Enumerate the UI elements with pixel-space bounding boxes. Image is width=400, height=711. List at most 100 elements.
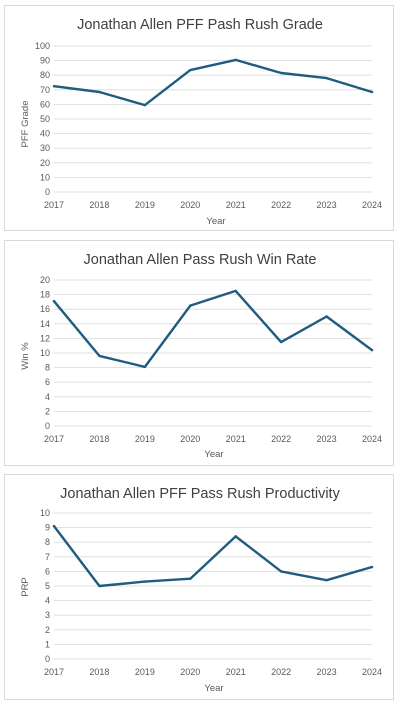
x-tick-label: 2023 bbox=[317, 200, 337, 210]
y-tick-label: 6 bbox=[45, 566, 50, 576]
y-tick-label: 5 bbox=[45, 581, 50, 591]
y-tick-label: 0 bbox=[45, 654, 50, 664]
y-tick-label: 12 bbox=[40, 333, 50, 343]
y-tick-label: 100 bbox=[35, 41, 50, 51]
y-tick-label: 20 bbox=[40, 158, 50, 168]
y-tick-label: 20 bbox=[40, 275, 50, 285]
y-tick-label: 30 bbox=[40, 143, 50, 153]
x-tick-label: 2020 bbox=[180, 667, 200, 677]
series-polyline bbox=[52, 289, 374, 369]
y-tick-label: 3 bbox=[45, 610, 50, 620]
y-tick-label: 0 bbox=[45, 187, 50, 197]
x-tick-label: 2020 bbox=[180, 434, 200, 444]
data-point bbox=[370, 348, 374, 352]
x-tick-label: 2018 bbox=[89, 200, 109, 210]
x-tick-label: 2024 bbox=[362, 200, 382, 210]
x-tick-labels: 2017 2018 2019 2020 2021 2022 2023 2024 bbox=[44, 667, 382, 677]
gridlines bbox=[54, 279, 372, 427]
x-tick-label: 2020 bbox=[180, 200, 200, 210]
y-tick-label: 60 bbox=[40, 99, 50, 109]
gridlines bbox=[54, 45, 372, 193]
y-tick-label: 0 bbox=[45, 421, 50, 431]
chart-panel-productivity: Jonathan Allen PFF Pass Rush Productivit… bbox=[4, 474, 394, 700]
y-tick-label: 80 bbox=[40, 70, 50, 80]
data-point bbox=[98, 354, 101, 358]
series-line bbox=[52, 58, 374, 107]
chart-title: Jonathan Allen PFF Pass Rush Productivit… bbox=[60, 486, 340, 502]
x-tick-label: 2019 bbox=[135, 200, 155, 210]
x-axis-title: Year bbox=[204, 683, 223, 694]
x-tick-label: 2019 bbox=[135, 667, 155, 677]
data-point bbox=[234, 289, 237, 293]
data-point bbox=[325, 315, 328, 318]
x-tick-label: 2023 bbox=[317, 667, 337, 677]
x-tick-label: 2017 bbox=[44, 200, 64, 210]
y-tick-label: 4 bbox=[45, 392, 50, 402]
x-tick-label: 2023 bbox=[317, 434, 337, 444]
y-tick-label: 6 bbox=[45, 377, 50, 387]
data-point bbox=[279, 71, 283, 75]
y-tick-label: 10 bbox=[40, 172, 50, 182]
chart-svg-win-rate: Jonathan Allen Pass Rush Win Rate 0 2 4 6 8 1… bbox=[20, 252, 382, 460]
data-point bbox=[52, 524, 56, 528]
x-tick-label: 2018 bbox=[89, 667, 109, 677]
data-point bbox=[98, 584, 101, 588]
chart-panel-win-rate: Jonathan Allen Pass Rush Win Rate 0 2 4 6 8 1… bbox=[4, 240, 394, 466]
data-point bbox=[52, 84, 56, 88]
y-axis-title: PRP bbox=[20, 577, 31, 597]
y-tick-label: 70 bbox=[40, 85, 50, 95]
y-tick-labels: 0 10 20 30 40 50 60 70 80 90 100 bbox=[35, 41, 50, 197]
y-tick-label: 2 bbox=[45, 406, 50, 416]
x-axis-title: Year bbox=[206, 216, 225, 227]
data-point bbox=[234, 58, 237, 62]
y-tick-label: 7 bbox=[45, 552, 50, 562]
series-line bbox=[52, 289, 374, 369]
y-tick-label: 2 bbox=[45, 625, 50, 635]
x-tick-label: 2018 bbox=[89, 434, 109, 444]
x-tick-labels: 2017 2018 2019 2020 2021 2022 2023 2024 bbox=[44, 434, 382, 444]
y-tick-label: 4 bbox=[45, 596, 50, 606]
chart-svg-pass-rush-grade: Jonathan Allen PFF Pash Rush Grade 0 10 20… bbox=[20, 17, 382, 227]
data-point bbox=[370, 90, 374, 94]
x-tick-label: 2017 bbox=[44, 667, 64, 677]
data-point bbox=[189, 577, 192, 580]
data-point bbox=[143, 580, 147, 583]
y-tick-label: 10 bbox=[40, 348, 50, 358]
y-axis-title: Win % bbox=[20, 342, 31, 370]
data-point bbox=[143, 103, 147, 107]
data-point bbox=[52, 299, 56, 303]
x-tick-label: 2021 bbox=[226, 434, 246, 444]
data-point bbox=[189, 68, 192, 72]
y-tick-label: 18 bbox=[40, 290, 50, 300]
data-point bbox=[234, 535, 237, 538]
data-point bbox=[98, 90, 101, 94]
y-tick-label: 40 bbox=[40, 129, 50, 139]
x-tick-label: 2021 bbox=[226, 667, 246, 677]
data-point bbox=[279, 570, 283, 573]
data-point bbox=[279, 340, 283, 344]
y-tick-labels: 0 1 2 3 4 5 6 7 8 9 10 bbox=[40, 508, 50, 664]
y-tick-label: 8 bbox=[45, 363, 50, 373]
y-tick-label: 1 bbox=[45, 639, 50, 649]
y-tick-label: 14 bbox=[40, 319, 50, 329]
series-polyline bbox=[52, 58, 374, 107]
y-tick-label: 16 bbox=[40, 304, 50, 314]
data-point bbox=[143, 365, 147, 369]
data-point bbox=[325, 578, 328, 582]
x-tick-label: 2019 bbox=[135, 434, 155, 444]
series-polyline bbox=[52, 524, 374, 588]
x-tick-label: 2024 bbox=[362, 667, 382, 677]
y-tick-label: 10 bbox=[40, 508, 50, 518]
x-tick-label: 2022 bbox=[271, 434, 291, 444]
y-tick-label: 9 bbox=[45, 523, 50, 533]
data-point bbox=[370, 565, 374, 569]
y-tick-label: 90 bbox=[40, 56, 50, 66]
series-line bbox=[52, 524, 374, 588]
y-tick-labels: 0 2 4 6 8 10 12 14 16 18 20 bbox=[40, 275, 50, 431]
y-axis-title: PFF Grade bbox=[20, 101, 31, 148]
data-point bbox=[189, 304, 192, 307]
chart-title: Jonathan Allen Pass Rush Win Rate bbox=[84, 252, 317, 268]
x-axis-title: Year bbox=[204, 449, 223, 460]
y-tick-label: 8 bbox=[45, 537, 50, 547]
x-tick-label: 2017 bbox=[44, 434, 64, 444]
